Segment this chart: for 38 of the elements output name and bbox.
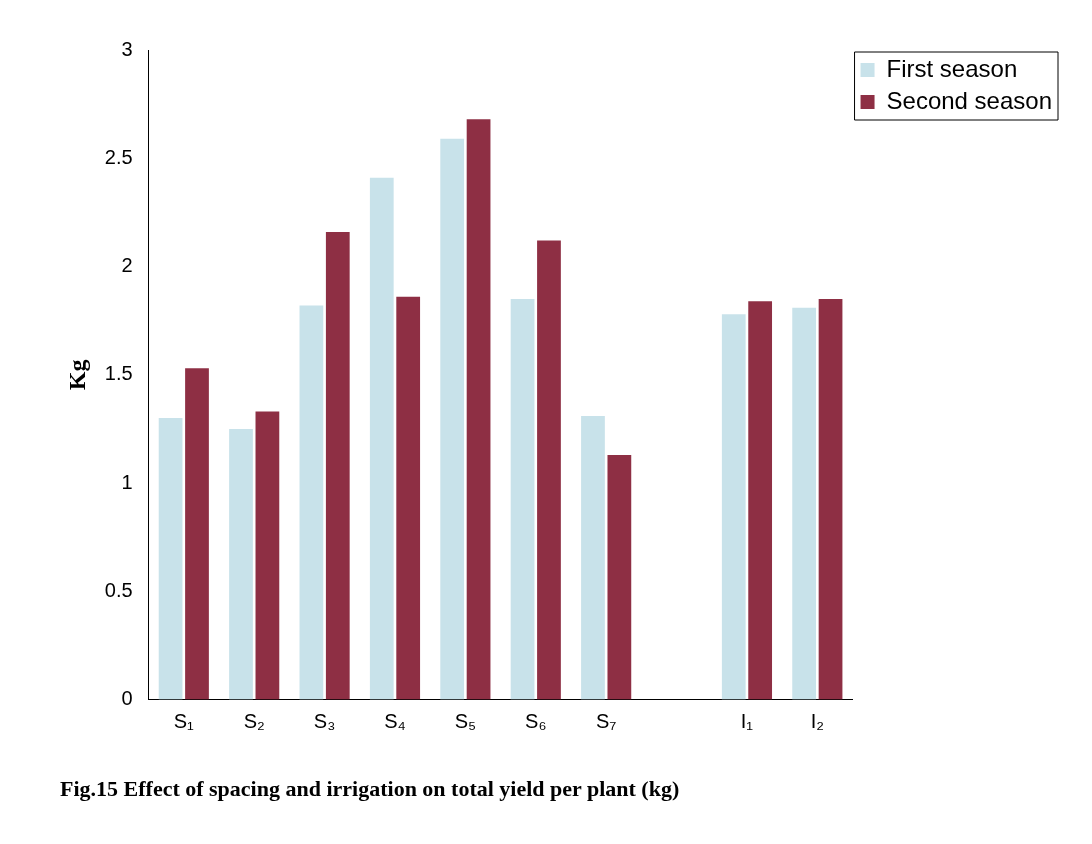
bar bbox=[818, 299, 843, 700]
legend-label: Second season bbox=[886, 86, 1053, 114]
bar bbox=[369, 177, 394, 700]
bar bbox=[510, 299, 535, 700]
x-tick-label: S₄ bbox=[384, 710, 406, 733]
bar bbox=[607, 454, 632, 700]
bar bbox=[185, 368, 209, 700]
bar bbox=[581, 415, 605, 700]
bar bbox=[229, 428, 253, 700]
x-tick-label: S₅ bbox=[454, 710, 477, 733]
bar bbox=[325, 231, 350, 700]
y-tick-label: 1.5 bbox=[104, 362, 133, 385]
y-tick-label: 0 bbox=[121, 687, 133, 710]
x-tick-label: S₆ bbox=[525, 710, 547, 733]
legend-label: First season bbox=[886, 54, 1018, 82]
text: Fig.15 Effect of spacing and irrigation on total yield per plant (kg) bbox=[60, 776, 680, 802]
y-tick-label: 2 bbox=[121, 254, 133, 277]
bar bbox=[299, 305, 324, 700]
y-axis-title: Kg bbox=[63, 359, 90, 391]
bar bbox=[158, 418, 183, 700]
x-tick-label: I₂ bbox=[810, 710, 825, 733]
x-tick-label: S₁ bbox=[173, 710, 195, 733]
x-tick-label: I₁ bbox=[740, 710, 754, 733]
y-tick-label: 2.5 bbox=[104, 145, 133, 168]
bar bbox=[792, 307, 817, 700]
bar bbox=[396, 296, 421, 700]
bar bbox=[440, 138, 465, 700]
bar bbox=[255, 411, 280, 700]
bar bbox=[721, 314, 746, 700]
bar bbox=[537, 240, 561, 700]
bar bbox=[748, 301, 773, 700]
y-tick-label: 1 bbox=[121, 470, 133, 493]
x-tick-label: S₇ bbox=[596, 710, 617, 733]
y-tick-label: 3 bbox=[121, 37, 133, 60]
x-tick-label: S₂ bbox=[243, 710, 265, 733]
y-tick-label: 0.5 bbox=[104, 578, 133, 601]
x-tick-label: S₃ bbox=[313, 710, 336, 733]
bar bbox=[466, 119, 491, 700]
